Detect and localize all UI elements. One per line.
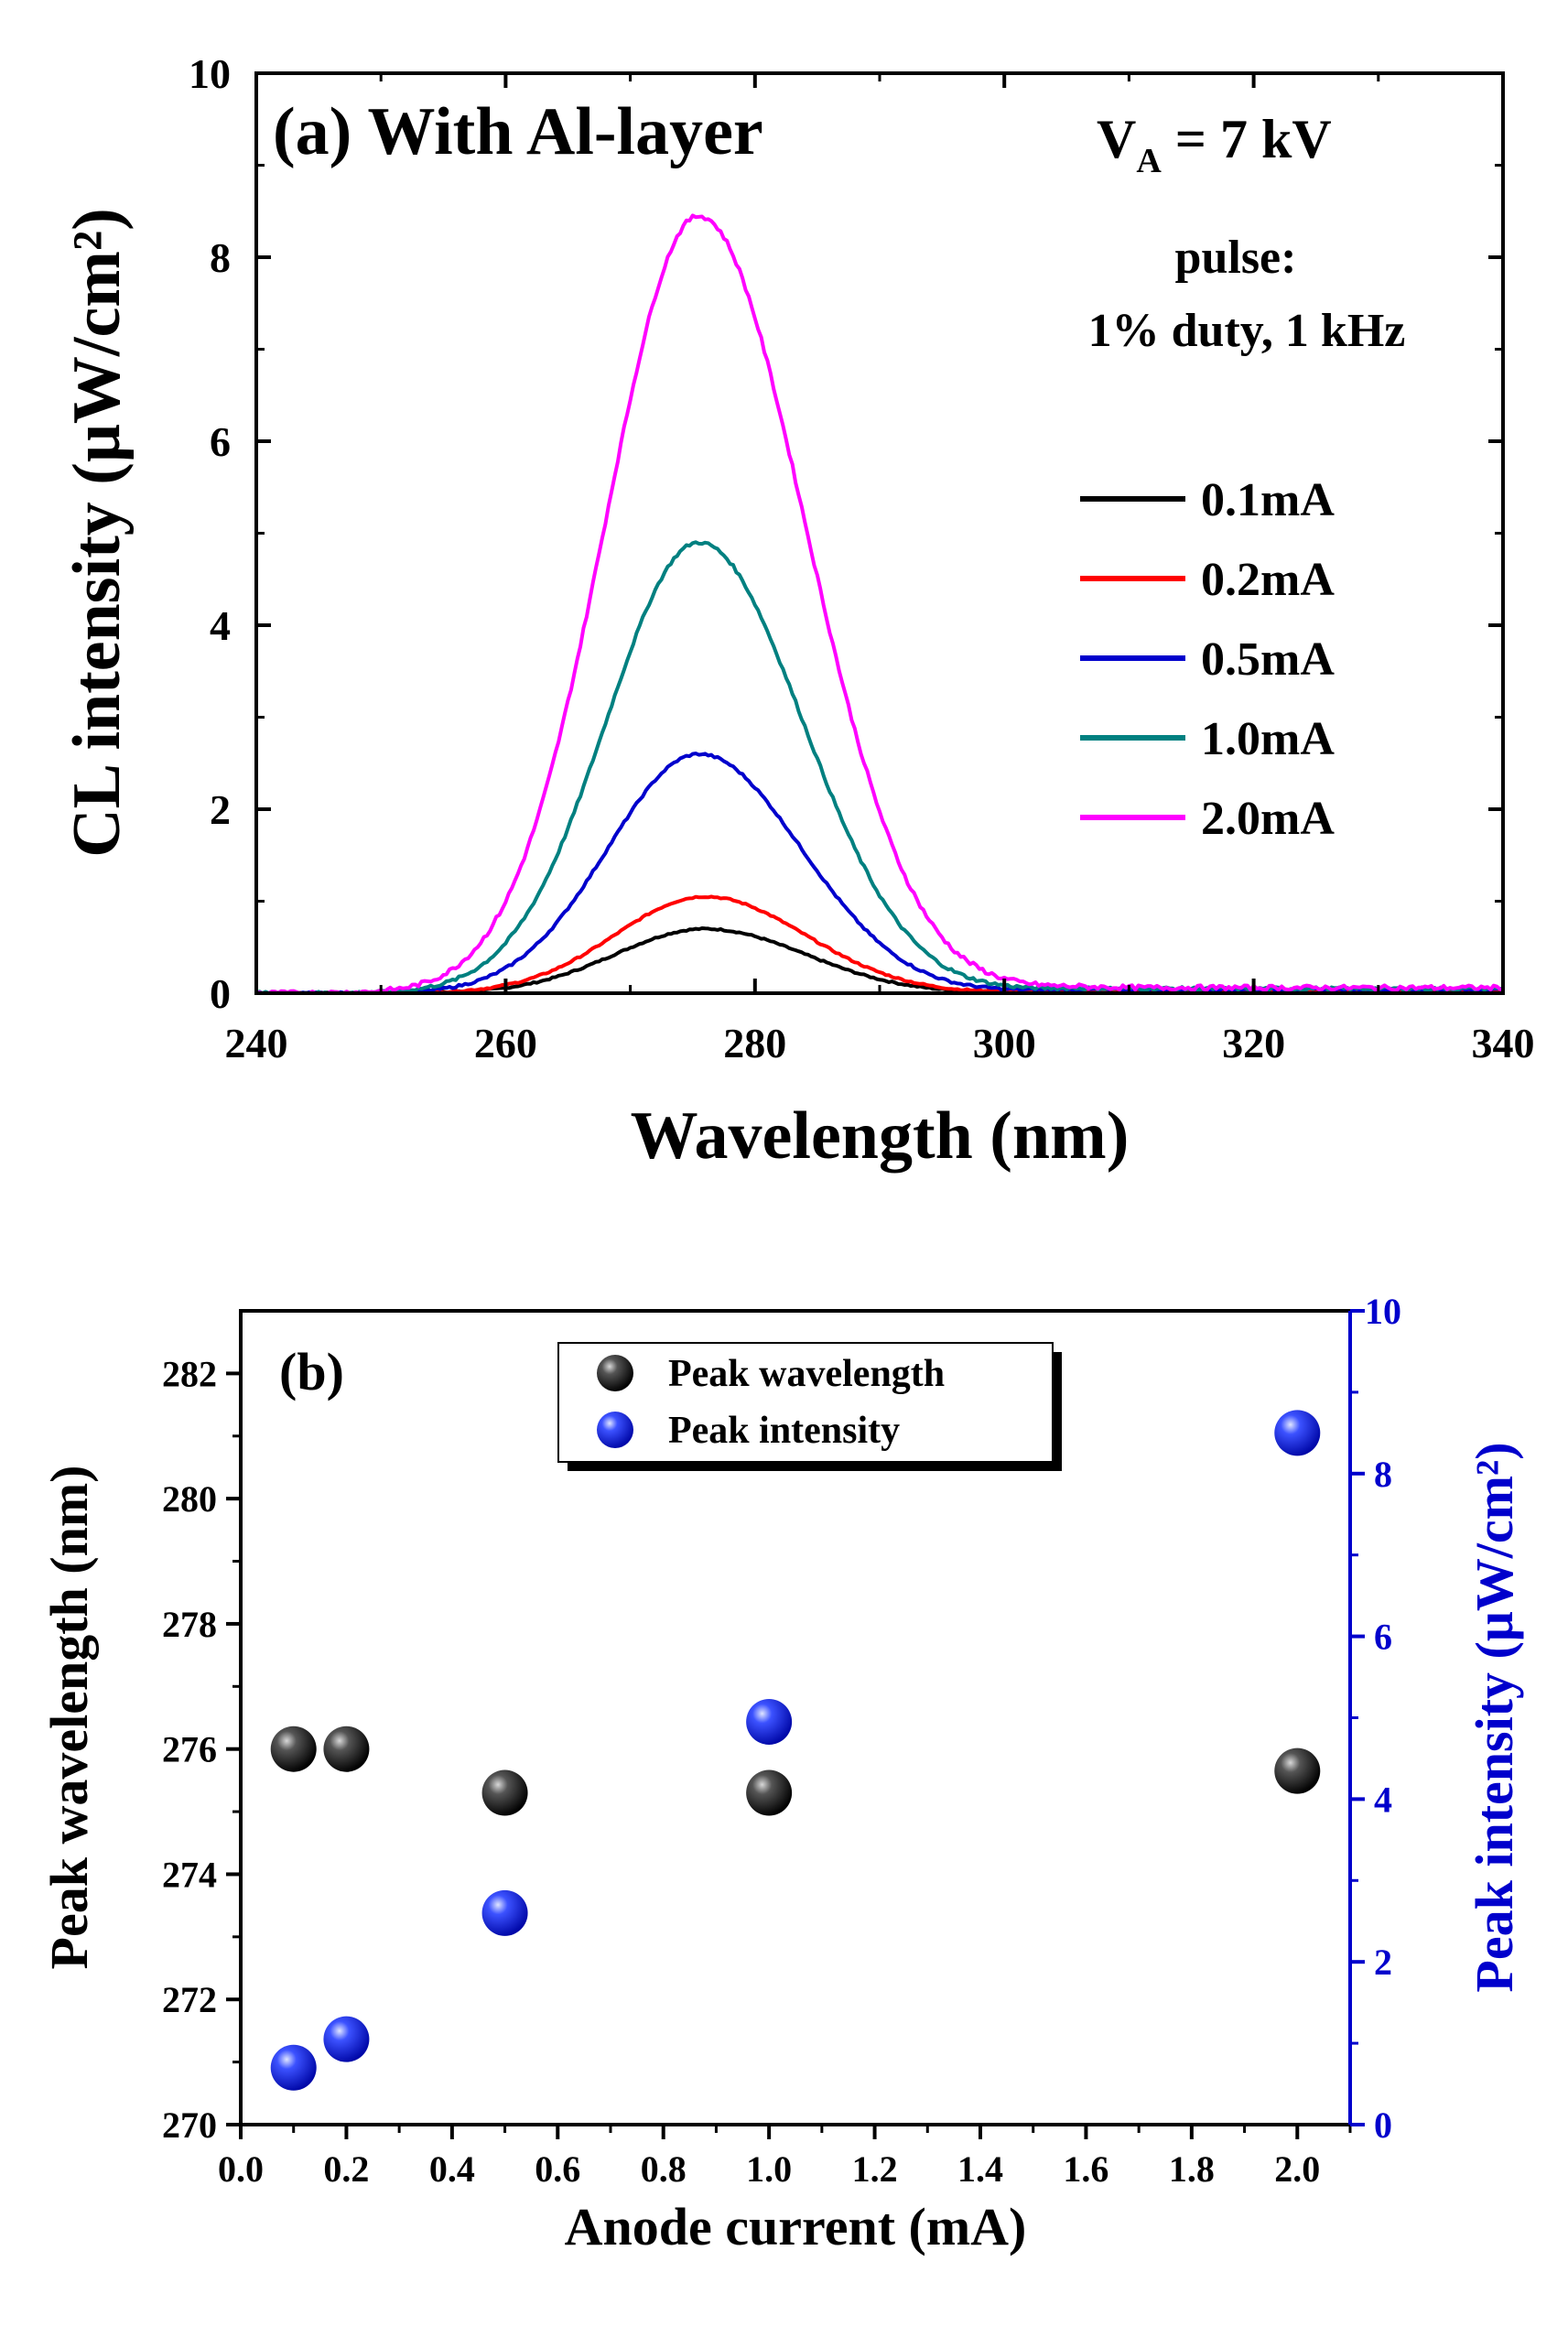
curve-2-0ma — [256, 213, 1503, 993]
point-peak-wavelength-2 — [481, 1769, 528, 1816]
point-peak-intensity-1 — [323, 2016, 370, 2062]
b-x-tick-label-1.6: 1.6 — [1063, 2148, 1108, 2190]
x-tick-label-340: 340 — [1472, 1020, 1535, 1066]
b-yl-tick-label-272: 272 — [162, 1979, 217, 2020]
legend-b-marker-peak-wavelength — [597, 1355, 633, 1391]
b-yr-tick-label-4: 4 — [1374, 1779, 1392, 1820]
point-peak-intensity-3 — [746, 1698, 793, 1745]
b-x-tick-label-0.2: 0.2 — [323, 2148, 369, 2190]
b-yl-tick-label-282: 282 — [162, 1353, 217, 1394]
b-x-tick-label-0.8: 0.8 — [641, 2148, 687, 2190]
y-tick-label-10: 10 — [189, 50, 231, 97]
y-tick-label-0: 0 — [210, 970, 231, 1017]
b-yl-tick-label-274: 274 — [162, 1854, 217, 1895]
pulse-settings: 1% duty, 1 kHz — [1088, 305, 1406, 357]
panel-a-legend: 0.1mA 0.2mA 0.5mA 1.0mA 2.0mA — [1080, 474, 1335, 845]
panel-b: 0.0 0.2 0.4 0.6 0.8 1.0 1.2 1.4 1.6 1.8 2.0 270 272 2… — [39, 1291, 1524, 2256]
legend-label-2-0ma: 2.0mA — [1201, 793, 1335, 845]
y-tick-label-6: 6 — [210, 418, 231, 465]
panel-b-ticks: 0.0 0.2 0.4 0.6 0.8 1.0 1.2 1.4 1.6 1.8 2.0 270 272 2… — [162, 1291, 1401, 2190]
legend-b-box — [557, 1342, 1054, 1463]
point-peak-wavelength-0 — [270, 1726, 317, 1772]
b-x-tick-label-0.0: 0.0 — [218, 2148, 264, 2190]
b-yl-tick-label-278: 278 — [162, 1604, 217, 1645]
curve-1-0ma — [256, 540, 1503, 993]
curve-0-5ma — [256, 752, 1503, 993]
panel-a-ylabel: CL intensity (μW/cm²) — [59, 208, 135, 858]
legend-label-0-1ma: 0.1mA — [1201, 474, 1335, 526]
point-peak-wavelength-1 — [323, 1726, 370, 1772]
panel-b-ylabel-right: Peak intensity (μW/cm²) — [1465, 1442, 1524, 1992]
point-peak-wavelength-4 — [1274, 1747, 1321, 1794]
panel-a-frame — [254, 71, 1505, 995]
panel-b-label: (b) — [279, 1342, 344, 1401]
panel-b-legend: Peak wavelength Peak intensity — [557, 1342, 1062, 1471]
b-yr-tick-label-8: 8 — [1374, 1454, 1392, 1495]
legend-b-label-peak-intensity: Peak intensity — [668, 1410, 900, 1452]
panel-b-ylabel-left: Peak wavelength (nm) — [39, 1466, 99, 1970]
x-tick-label-320: 320 — [1222, 1020, 1285, 1066]
point-peak-wavelength-3 — [746, 1769, 793, 1816]
x-tick-label-240: 240 — [225, 1020, 288, 1066]
b-yr-tick-label-2: 2 — [1374, 1942, 1392, 1983]
x-tick-label-280: 280 — [723, 1020, 786, 1066]
panel-a-curves — [256, 213, 1503, 993]
b-x-tick-label-2.0: 2.0 — [1274, 2148, 1320, 2190]
panel-a-ticks: 240 260 280 300 320 340 0 2 4 6 8 10 — [189, 50, 1535, 1066]
legend-b-label-peak-wavelength: Peak wavelength — [668, 1353, 945, 1395]
legend-label-0-5ma: 0.5mA — [1201, 633, 1335, 686]
legend-b-marker-peak-intensity — [597, 1412, 633, 1448]
b-yr-tick-label-10: 10 — [1365, 1291, 1401, 1332]
voltage-annotation: VA = 7 kV — [1097, 109, 1332, 180]
b-x-tick-label-0.4: 0.4 — [429, 2148, 475, 2190]
point-peak-intensity-0 — [270, 2044, 317, 2091]
b-x-tick-label-1.2: 1.2 — [852, 2148, 898, 2190]
y-tick-label-4: 4 — [210, 602, 231, 649]
b-x-tick-label-1.4: 1.4 — [957, 2148, 1003, 2190]
y-tick-label-2: 2 — [210, 786, 231, 833]
b-yl-tick-label-276: 276 — [162, 1729, 217, 1770]
pulse-label: pulse: — [1175, 232, 1297, 284]
legend-label-0-2ma: 0.2mA — [1201, 554, 1335, 606]
x-tick-label-260: 260 — [474, 1020, 537, 1066]
b-yr-tick-label-0: 0 — [1374, 2104, 1392, 2146]
legend-label-1-0ma: 1.0mA — [1201, 713, 1335, 765]
b-yl-tick-label-270: 270 — [162, 2104, 217, 2146]
b-x-tick-label-1.0: 1.0 — [746, 2148, 792, 2190]
point-peak-intensity-4 — [1274, 1410, 1321, 1456]
b-x-tick-label-0.6: 0.6 — [535, 2148, 580, 2190]
b-x-tick-label-1.8: 1.8 — [1169, 2148, 1215, 2190]
x-tick-label-300: 300 — [973, 1020, 1036, 1066]
panel-a-title: (a) With Al-layer — [273, 94, 763, 169]
panel-a-xlabel: Wavelength (nm) — [631, 1098, 1130, 1174]
panel-b-points — [270, 1410, 1321, 2091]
b-yl-tick-label-280: 280 — [162, 1478, 217, 1520]
y-tick-label-8: 8 — [210, 234, 231, 281]
panel-a: 240 260 280 300 320 340 0 2 4 6 8 10 (a) With Al-la… — [59, 50, 1535, 1174]
point-peak-intensity-2 — [481, 1889, 528, 1936]
panel-b-xlabel: Anode current (mA) — [565, 2197, 1027, 2256]
b-yr-tick-label-6: 6 — [1374, 1617, 1392, 1658]
